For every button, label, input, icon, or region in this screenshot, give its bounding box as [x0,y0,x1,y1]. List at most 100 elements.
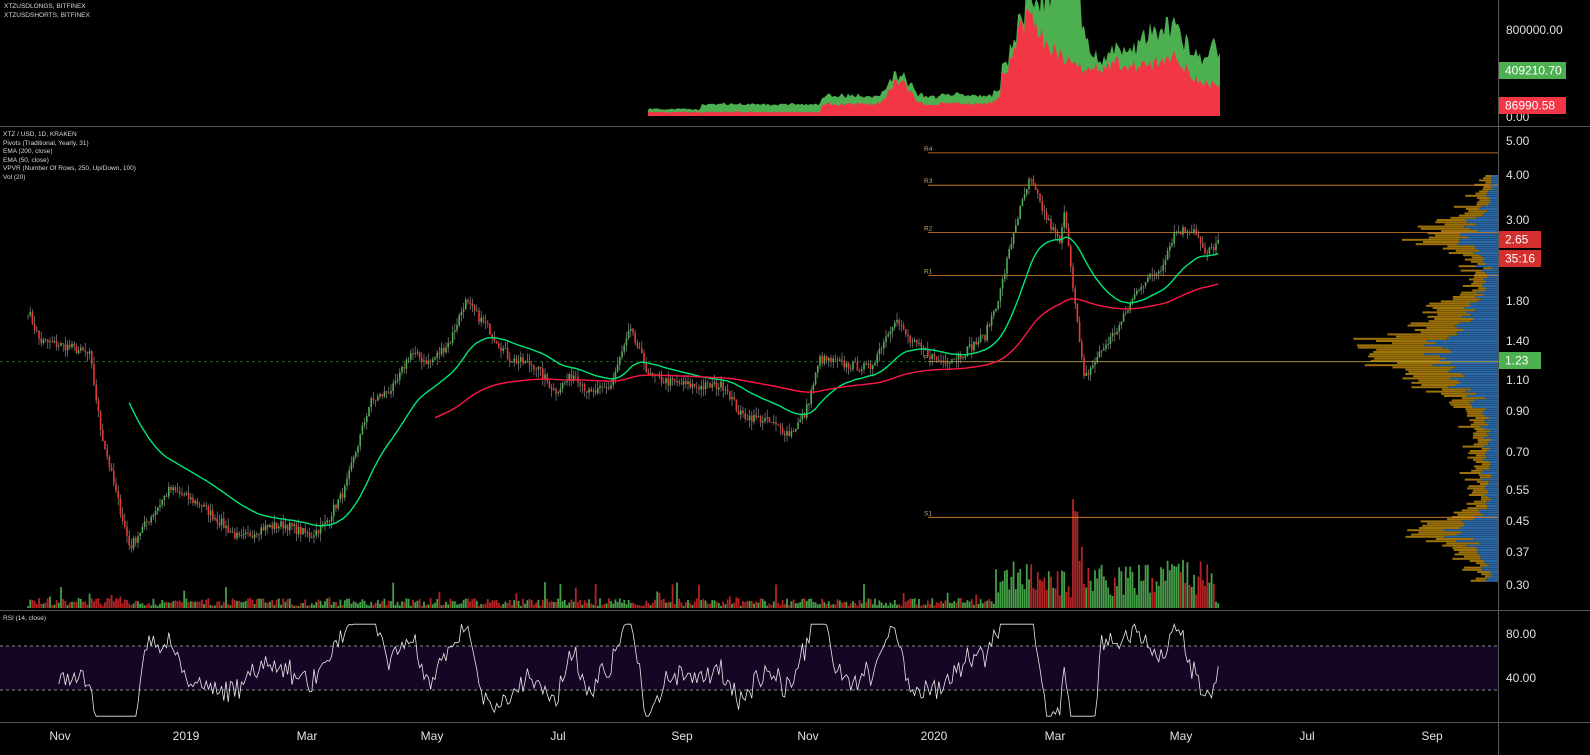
candle-body [262,527,265,531]
time-axis-tick: Jul [550,729,565,743]
candle-body [935,356,938,360]
vpvr-up-bar [1464,522,1498,525]
vpvr-down-bar [1473,443,1489,446]
candle-body [253,534,256,538]
candle-body [300,526,302,535]
vpvr-up-bar [1474,318,1498,320]
candle-body [174,487,177,491]
volume-bar [1157,585,1160,608]
time-axis-tick: 2020 [921,729,948,743]
candle-body [1074,288,1076,304]
volume-bar [141,603,144,608]
candle-body [1081,342,1083,358]
candle-body [1061,227,1063,244]
candle-body [1094,362,1096,366]
rsi-band [0,646,1498,690]
vpvr-up-bar [1475,265,1498,268]
vpvr-down-bar [1411,381,1461,384]
vpvr-up-bar [1444,535,1498,538]
candle-body [40,338,42,343]
candle-body [126,526,128,536]
rsi-line [58,622,1219,717]
candle-body [482,317,485,322]
vpvr-down-bar [1485,181,1492,184]
candle-body [449,342,452,344]
vpvr-down-bar [1472,436,1484,439]
candle-body [1166,250,1169,261]
volume-bar [706,603,709,608]
candle-body [1021,199,1024,207]
volume-bar [27,606,29,608]
volume-bar [53,604,56,608]
candle-body [346,478,348,486]
vpvr-up-bar [1476,291,1498,294]
candle-body [95,384,97,401]
volume-bar [737,598,740,608]
volume-bar [717,602,720,608]
volume-bar [1058,595,1061,608]
volume-bar [1168,570,1171,608]
vpvr-up-bar [1459,322,1498,325]
vpvr-down-bar [1473,434,1489,437]
candle-body [636,342,639,348]
vpvr-up-bar [1474,245,1498,248]
volume-bar [1118,567,1121,608]
volume-bar [1047,571,1050,608]
candle-body [984,334,986,341]
volume-bar [60,587,62,608]
legend-pivots[interactable]: Pivots (Traditional, Yearly, 31) [3,139,89,147]
vpvr-down-bar [1459,472,1481,474]
legend-rsi[interactable]: RSI (14, close) [3,615,46,622]
pivot-price-badge-bg [1499,352,1541,369]
candle-body [572,375,575,381]
candle-body [931,354,933,359]
volume-bar [761,599,764,608]
candle-body [575,375,577,377]
volume-bar [810,598,813,608]
candle-body [183,494,185,496]
candle-body [638,347,641,349]
volume-bar [196,601,199,608]
legend-ema50[interactable]: EMA (50, close) [3,156,49,164]
legend-vol[interactable]: Vol (20) [3,173,26,181]
volume-bar [570,599,573,608]
candle-body [330,516,333,522]
vpvr-up-bar [1491,474,1498,477]
volume-bar [779,605,782,608]
candle-body [1164,260,1167,265]
candle-body [1142,285,1145,287]
volume-bar [132,603,135,608]
volume-bar [924,604,927,608]
vpvr-down-bar [1427,522,1465,525]
volume-bar [561,601,564,608]
candle-body [973,341,975,351]
vpvr-up-bar [1483,282,1498,285]
vpvr-down-bar [1477,439,1491,441]
volume-bar [935,602,938,608]
candle-body [938,360,940,361]
volume-bar [880,602,883,608]
volume-bar [148,603,150,608]
volume-bar [596,605,599,608]
volume-bar [352,601,355,608]
candle-body [383,391,386,397]
time-axis-tick: Sep [1421,729,1443,743]
volume-bar [559,584,562,608]
volume-bar [836,599,839,608]
candle-body [988,324,991,326]
candle-body [1175,232,1178,233]
candle-body [168,487,170,497]
candle-body [581,384,584,386]
volume-bar [572,601,575,608]
candle-body [159,505,161,508]
volume-bar [1085,587,1088,608]
legend-vpvr[interactable]: VPVR (Number Of Rows, 250, Up/Down, 100) [3,165,136,172]
volume-bar [359,602,362,608]
candle-body [548,381,551,388]
legend-symbol[interactable]: XTZ / USD, 1D, KRAKEN [3,131,77,138]
legend-ema200[interactable]: EMA (200, close) [3,148,53,155]
candle-body [700,385,702,390]
vpvr-up-bar [1432,364,1498,367]
volume-bar [293,605,296,608]
